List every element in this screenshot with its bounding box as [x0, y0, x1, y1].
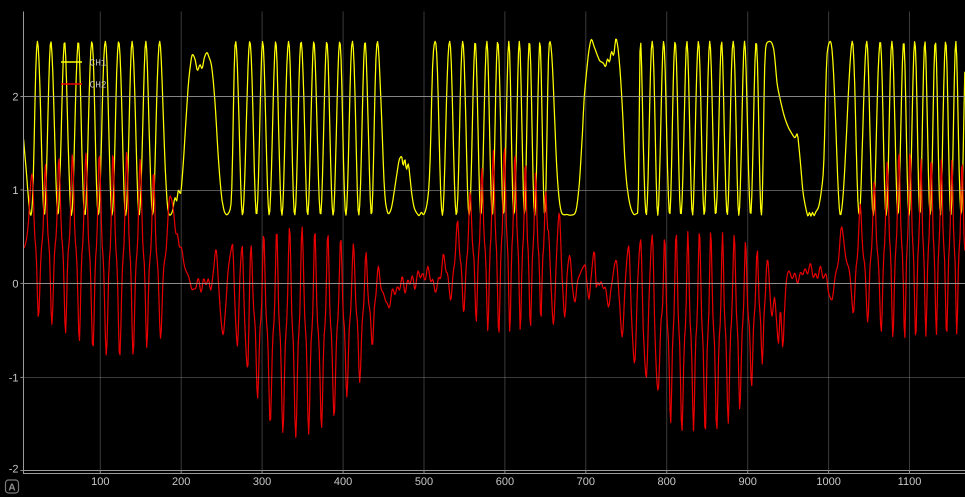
svg-text:1000: 1000	[816, 476, 840, 488]
svg-text:-1: -1	[9, 372, 19, 384]
svg-text:800: 800	[658, 476, 676, 488]
svg-text:CH1: CH1	[90, 58, 107, 69]
svg-text:100: 100	[91, 476, 109, 488]
svg-text:700: 700	[577, 476, 595, 488]
svg-text:200: 200	[172, 476, 190, 488]
svg-text:0: 0	[12, 278, 18, 290]
svg-text:CH2: CH2	[90, 80, 107, 91]
svg-text:A: A	[8, 483, 15, 494]
svg-text:900: 900	[739, 476, 757, 488]
svg-text:2: 2	[12, 92, 18, 104]
svg-text:300: 300	[253, 476, 271, 488]
svg-text:500: 500	[415, 476, 433, 488]
svg-text:600: 600	[496, 476, 514, 488]
svg-text:-2: -2	[9, 464, 19, 476]
svg-text:1100: 1100	[898, 476, 922, 488]
svg-text:400: 400	[334, 476, 352, 488]
svg-text:1: 1	[12, 185, 18, 197]
